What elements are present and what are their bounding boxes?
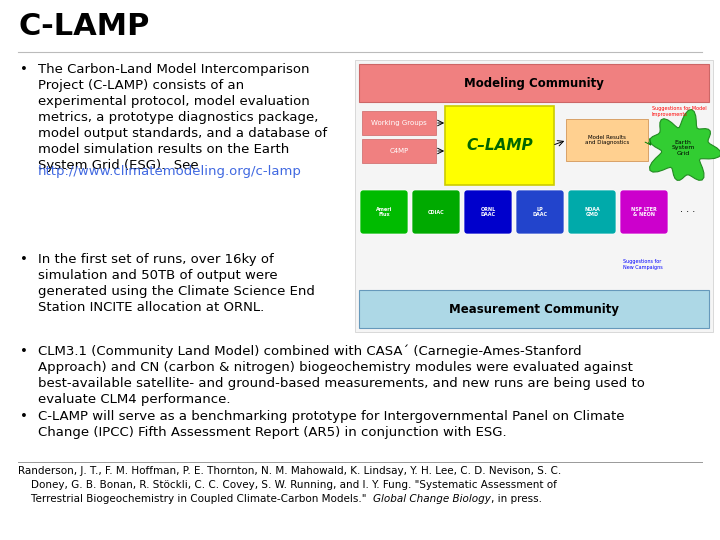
- Text: CLM3.1 (Community Land Model) combined with CASA´ (Carnegie-Ames-Stanford
Approa: CLM3.1 (Community Land Model) combined w…: [38, 345, 645, 407]
- FancyBboxPatch shape: [359, 64, 709, 102]
- Text: Suggestions for Model
Improvements: Suggestions for Model Improvements: [652, 106, 706, 117]
- FancyBboxPatch shape: [516, 190, 564, 234]
- FancyBboxPatch shape: [445, 106, 554, 185]
- Text: ORNL
DAAC: ORNL DAAC: [480, 207, 495, 218]
- FancyBboxPatch shape: [568, 190, 616, 234]
- Text: In the first set of runs, over 16ky of
simulation and 50TB of output were
genera: In the first set of runs, over 16ky of s…: [38, 253, 315, 314]
- Text: The Carbon-Land Model Intercomparison
Project (C-LAMP) consists of an
experiment: The Carbon-Land Model Intercomparison Pr…: [38, 63, 327, 172]
- Text: C-LAMP will serve as a benchmarking prototype for Intergovernmental Panel on Cli: C-LAMP will serve as a benchmarking prot…: [38, 410, 624, 439]
- Text: · · ·: · · ·: [680, 207, 696, 217]
- Text: Suggestions for
New Campaigns: Suggestions for New Campaigns: [623, 259, 662, 270]
- Text: Earth
System
Grid: Earth System Grid: [671, 140, 695, 156]
- FancyBboxPatch shape: [464, 190, 512, 234]
- FancyBboxPatch shape: [620, 190, 668, 234]
- Text: , in press.: , in press.: [491, 494, 542, 504]
- FancyBboxPatch shape: [412, 190, 460, 234]
- Text: http://www.climatemodeling.org/c-lamp: http://www.climatemodeling.org/c-lamp: [38, 165, 302, 178]
- Text: •: •: [20, 345, 28, 358]
- Text: Doney, G. B. Bonan, R. Stöckli, C. C. Covey, S. W. Running, and I. Y. Fung. "Sys: Doney, G. B. Bonan, R. Stöckli, C. C. Co…: [18, 480, 557, 490]
- FancyBboxPatch shape: [566, 119, 648, 161]
- Text: Modeling Community: Modeling Community: [464, 77, 604, 90]
- Text: Model Results
and Diagnostics: Model Results and Diagnostics: [585, 134, 629, 145]
- Text: Randerson, J. T., F. M. Hoffman, P. E. Thornton, N. M. Mahowald, K. Lindsay, Y. : Randerson, J. T., F. M. Hoffman, P. E. T…: [18, 466, 562, 476]
- Text: C-LAMP: C-LAMP: [18, 12, 149, 41]
- Text: LP
DAAC: LP DAAC: [533, 207, 547, 218]
- Text: Measurement Community: Measurement Community: [449, 302, 619, 315]
- FancyBboxPatch shape: [359, 290, 709, 328]
- FancyBboxPatch shape: [362, 111, 436, 135]
- Polygon shape: [649, 110, 720, 180]
- Text: C4MP: C4MP: [390, 148, 409, 154]
- Text: NOAA
GMD: NOAA GMD: [584, 207, 600, 218]
- FancyBboxPatch shape: [360, 190, 408, 234]
- Text: •: •: [20, 63, 28, 76]
- Text: Working Groups: Working Groups: [371, 120, 427, 126]
- Text: Terrestrial Biogeochemistry in Coupled Climate-Carbon Models.": Terrestrial Biogeochemistry in Coupled C…: [18, 494, 373, 504]
- Text: •: •: [20, 253, 28, 266]
- Text: Global Change Biology: Global Change Biology: [373, 494, 491, 504]
- Text: Ameri
Flux: Ameri Flux: [376, 207, 392, 218]
- Text: •: •: [20, 410, 28, 423]
- Text: C–LAMP: C–LAMP: [466, 138, 533, 153]
- Text: CDIAC: CDIAC: [428, 210, 444, 214]
- FancyBboxPatch shape: [362, 139, 436, 163]
- Text: NSF LTER
& NEON: NSF LTER & NEON: [631, 207, 657, 218]
- FancyBboxPatch shape: [355, 60, 713, 332]
